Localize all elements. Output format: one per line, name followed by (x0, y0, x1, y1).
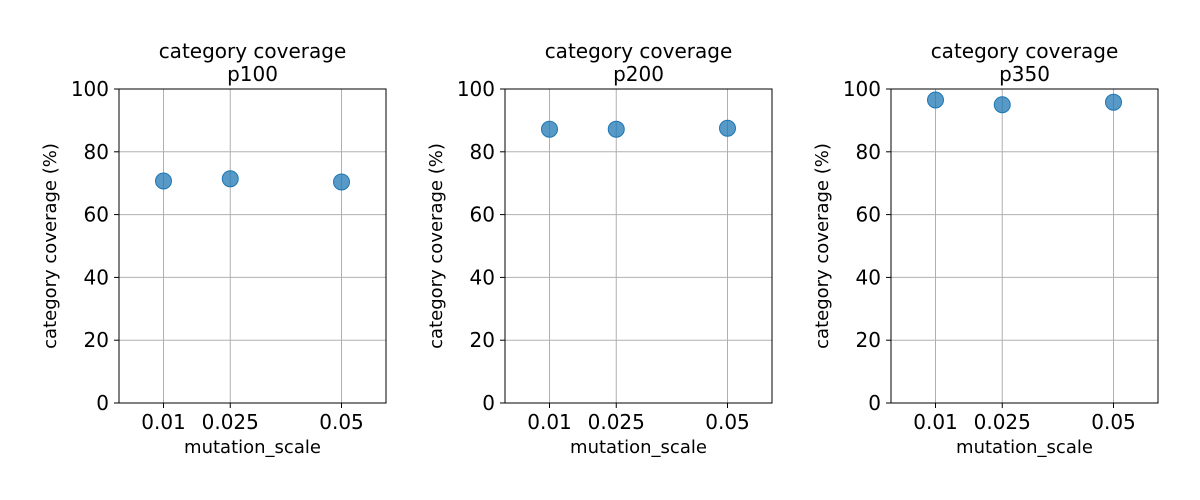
scatter-point (927, 91, 944, 109)
y-tick-label: 20 (84, 328, 109, 352)
y-tick-label: 100 (843, 77, 881, 101)
y-tick-label: 20 (856, 328, 881, 352)
scatter-point (719, 119, 736, 137)
chart-title: category coverage (545, 39, 733, 63)
x-axis-label: mutation_scale (956, 437, 1093, 458)
y-tick-label: 100 (457, 77, 495, 101)
chart-subtitle: p100 (227, 62, 278, 86)
x-tick-label: 0.05 (319, 410, 364, 434)
y-tick-label: 40 (84, 265, 109, 289)
y-tick-label: 20 (470, 328, 495, 352)
scatter-point (993, 96, 1011, 114)
x-tick-label: 0.05 (1091, 410, 1136, 434)
chart-title: category coverage (159, 39, 347, 63)
x-tick-label: 0.025 (974, 410, 1031, 434)
scatter-point (541, 120, 558, 138)
scatter-point (607, 120, 625, 138)
y-axis-label: category coverage (%) (40, 143, 61, 349)
plot-frame (504, 88, 773, 404)
y-tick-label: 40 (470, 265, 495, 289)
y-tick-label: 0 (868, 391, 881, 415)
y-tick-label: 60 (84, 203, 109, 227)
y-tick-label: 80 (84, 140, 109, 164)
y-axis-label: category coverage (%) (812, 143, 833, 349)
plot-frame (118, 88, 387, 404)
y-axis-label: category coverage (%) (426, 143, 447, 349)
x-tick-label: 0.025 (588, 410, 645, 434)
chart-title: category coverage (931, 39, 1119, 63)
chart-subtitle: p350 (999, 62, 1050, 86)
x-tick-label: 0.05 (705, 410, 750, 434)
y-tick-label: 0 (96, 391, 109, 415)
chart-subtitle: p200 (613, 62, 664, 86)
scatter-point (333, 173, 350, 191)
plot-frame (890, 88, 1159, 404)
scatter-point (1105, 93, 1122, 111)
scatter-point (221, 170, 239, 188)
scatter-point (155, 172, 172, 190)
x-tick-label: 0.01 (913, 410, 958, 434)
x-tick-label: 0.01 (141, 410, 186, 434)
x-axis-label: mutation_scale (570, 437, 707, 458)
y-tick-label: 80 (470, 140, 495, 164)
y-tick-label: 100 (71, 77, 109, 101)
y-tick-label: 60 (470, 203, 495, 227)
y-tick-label: 60 (856, 203, 881, 227)
y-tick-label: 80 (856, 140, 881, 164)
x-tick-label: 0.025 (202, 410, 259, 434)
y-tick-label: 0 (482, 391, 495, 415)
x-axis-label: mutation_scale (184, 437, 321, 458)
x-tick-label: 0.01 (527, 410, 572, 434)
y-tick-label: 40 (856, 265, 881, 289)
